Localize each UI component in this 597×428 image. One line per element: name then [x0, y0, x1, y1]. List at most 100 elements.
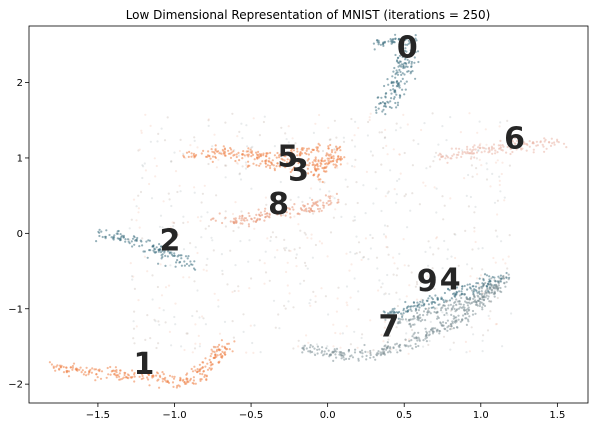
scatter-point: [121, 234, 124, 237]
scatter-point: [553, 141, 556, 144]
scatter-point: [457, 314, 460, 317]
scatter-point: [296, 147, 299, 150]
scatter-point: [249, 324, 252, 327]
scatter-point: [334, 151, 337, 154]
scatter-point: [465, 194, 468, 197]
scatter-point: [269, 239, 272, 242]
scatter-point: [295, 265, 298, 268]
scatter-point: [116, 374, 120, 377]
scatter-point: [417, 344, 420, 348]
scatter-point: [237, 154, 240, 157]
scatter-point: [343, 353, 346, 356]
scatter-point: [472, 152, 476, 155]
scatter-point: [498, 125, 501, 128]
scatter-point: [174, 302, 177, 305]
scatter-point: [242, 330, 245, 333]
scatter-point: [298, 246, 301, 249]
scatter-point: [386, 341, 389, 344]
scatter-point: [428, 333, 431, 336]
scatter-point: [383, 320, 387, 323]
scatter-point: [507, 273, 510, 276]
scatter-point: [146, 270, 149, 273]
scatter-point: [221, 148, 224, 152]
scatter-point: [453, 301, 456, 304]
scatter-point: [414, 37, 417, 40]
scatter-point: [332, 323, 335, 326]
scatter-point: [344, 178, 347, 181]
scatter-point: [413, 56, 416, 59]
scatter-point: [345, 325, 348, 328]
scatter-point: [506, 267, 509, 270]
scatter-point: [260, 153, 263, 156]
scatter-point: [453, 307, 456, 310]
scatter-point: [471, 285, 474, 288]
scatter-point: [324, 295, 327, 298]
scatter-point: [357, 290, 360, 293]
scatter-point: [420, 128, 423, 132]
scatter-point: [374, 171, 377, 174]
scatter-point: [137, 194, 140, 197]
scatter-point: [327, 147, 330, 150]
scatter-point: [404, 43, 407, 46]
scatter-point: [223, 154, 227, 157]
scatter-point: [487, 295, 490, 298]
scatter-point: [210, 236, 213, 239]
scatter-point: [411, 318, 414, 321]
scatter-point: [425, 167, 428, 170]
scatter-point: [405, 50, 408, 53]
scatter-point: [511, 150, 514, 154]
scatter-point: [394, 129, 398, 132]
scatter-point: [455, 290, 458, 294]
scatter-point: [286, 261, 289, 264]
scatter-point: [189, 260, 192, 263]
chart-title: Low Dimensional Representation of MNIST …: [126, 8, 491, 22]
scatter-point: [458, 294, 462, 297]
scatter-point: [325, 154, 328, 157]
scatter-point: [497, 275, 500, 278]
scatter-point: [276, 151, 279, 155]
scatter-point: [84, 371, 87, 374]
scatter-point: [411, 347, 414, 350]
scatter-point: [499, 139, 502, 142]
scatter-point: [474, 303, 478, 306]
scatter-point: [363, 343, 366, 347]
scatter-point: [473, 211, 476, 214]
scatter-point: [482, 278, 485, 281]
scatter-point: [288, 292, 291, 295]
scatter-point: [468, 286, 472, 289]
scatter-point: [439, 309, 443, 312]
scatter-point: [303, 261, 307, 264]
scatter-point: [497, 144, 500, 147]
scatter-point: [253, 216, 256, 220]
scatter-point: [424, 250, 427, 253]
scatter-point: [500, 172, 503, 176]
scatter-point: [429, 312, 432, 315]
scatter-point: [238, 159, 241, 162]
scatter-point: [253, 227, 256, 230]
scatter-point: [444, 321, 448, 325]
scatter-point: [204, 365, 207, 368]
scatter-point: [553, 143, 556, 146]
scatter-point: [149, 140, 152, 143]
scatter-point: [501, 258, 505, 261]
scatter-point: [342, 140, 346, 143]
scatter-point: [502, 277, 505, 280]
scatter-point: [248, 164, 251, 167]
scatter-point: [457, 151, 460, 154]
scatter-point: [198, 363, 201, 366]
scatter-point: [368, 118, 371, 122]
scatter-point: [441, 125, 444, 128]
scatter-point: [501, 345, 504, 348]
scatter-point: [325, 352, 328, 355]
scatter-point: [90, 371, 93, 374]
scatter-point: [455, 316, 458, 319]
scatter-point: [119, 378, 122, 381]
scatter-point: [109, 373, 112, 376]
scatter-point: [289, 249, 292, 253]
scatter-point: [513, 142, 516, 145]
scatter-point: [238, 172, 241, 175]
scatter-point: [324, 194, 327, 197]
scatter-point: [199, 219, 202, 222]
scatter-point: [269, 151, 272, 154]
scatter-point: [446, 248, 449, 251]
